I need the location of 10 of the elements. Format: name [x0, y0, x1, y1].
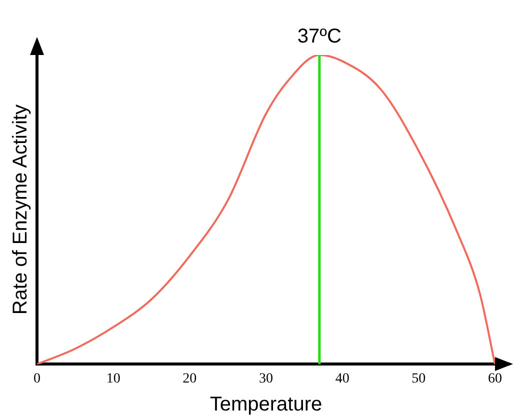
x-tick-label: 10: [106, 371, 120, 386]
x-tick-label: 0: [34, 371, 40, 386]
ref-line-label: 37ºC: [297, 26, 342, 48]
x-axis-title: Temperature: [210, 394, 322, 416]
x-tick-label: 20: [182, 371, 197, 386]
y-axis-title: Rate of Enzyme Activity: [10, 104, 32, 315]
x-tick-label: 50: [412, 371, 426, 386]
x-tick-label: 60: [488, 371, 502, 386]
x-tick-label: 30: [259, 371, 273, 386]
x-tick-label: 40: [335, 371, 350, 386]
